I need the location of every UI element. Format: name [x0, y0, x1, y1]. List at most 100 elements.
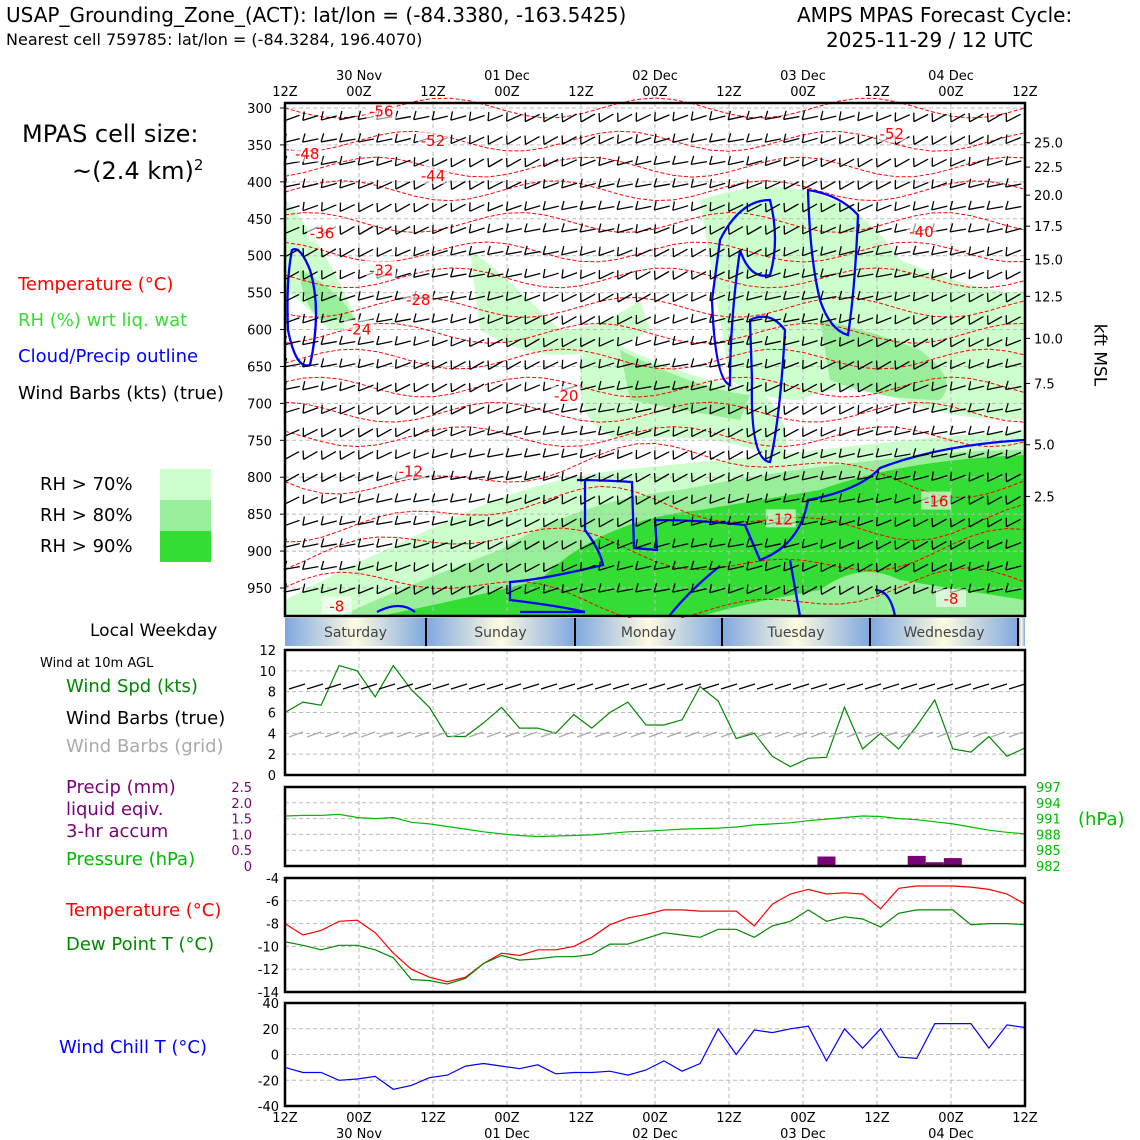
wind-barb-flag	[931, 517, 934, 527]
wind-barb	[524, 403, 541, 414]
wind-barb-shaft	[894, 407, 911, 414]
wind-barb-flag	[302, 133, 306, 143]
wind-barb-flag	[339, 313, 343, 323]
wind-barb-shaft	[488, 383, 503, 393]
wind-barb-shaft	[487, 430, 504, 436]
pressure-tick-label: 500	[247, 250, 272, 265]
wind-barb-flag	[968, 425, 972, 435]
wind-barb	[394, 156, 411, 167]
wind-barb-flag	[339, 404, 342, 414]
wind-barb	[764, 493, 781, 503]
wind-barb	[950, 292, 966, 303]
wind-barb-grid	[792, 731, 808, 738]
wind-barb-flag	[413, 313, 417, 323]
wind-barb	[561, 200, 578, 211]
wind-barb	[746, 515, 763, 526]
wind-barb-shaft	[562, 541, 577, 550]
wind-barb-flag	[802, 157, 804, 167]
wind-barb-flag	[450, 448, 454, 458]
wind-barb	[746, 471, 763, 482]
wind-barb-shaft	[839, 361, 855, 370]
wind-barb-shaft	[524, 453, 541, 458]
wind-barb-flag	[746, 405, 749, 415]
wind-barb-shaft	[894, 519, 911, 527]
wind-barb-flag	[968, 337, 971, 347]
wind-barb	[634, 380, 652, 391]
wind-barb	[727, 133, 744, 143]
wind-barb-shaft	[654, 565, 670, 571]
wind-barb-flag	[635, 403, 639, 413]
wind-ytick-label: 6	[268, 707, 276, 722]
wind-barb-shaft	[746, 497, 763, 504]
wind-barb	[764, 156, 781, 167]
wind-barb-flag	[598, 517, 601, 527]
wind-barb-shaft	[654, 248, 670, 258]
wind-barb	[1005, 336, 1022, 347]
wind-barb-flag	[579, 472, 582, 482]
wind-barb-flag	[357, 515, 362, 525]
wind-barb-shaft	[913, 135, 929, 146]
wind-barb-flag	[616, 539, 619, 549]
wind-barb-shaft	[913, 316, 929, 325]
wind-barb-shaft	[321, 587, 337, 594]
wind-barb-flag	[949, 471, 953, 481]
wind-barb	[654, 495, 670, 505]
wind-barb-flag	[654, 450, 656, 460]
wind-barb-flag	[875, 404, 878, 414]
wind-barb-flag	[672, 292, 675, 302]
wind-barb-flag	[524, 403, 528, 413]
wind-barb	[1005, 449, 1022, 460]
wind-barb-flag	[949, 269, 953, 279]
wind-barb-shaft	[802, 249, 818, 257]
wind-barb	[339, 358, 356, 368]
wind-barb-shaft	[783, 318, 800, 323]
wind-barb	[413, 515, 430, 526]
wind-barb-flag	[1005, 336, 1008, 346]
wind-barb	[468, 157, 485, 168]
wind-barb-shaft	[395, 542, 411, 549]
wind-barb	[579, 269, 596, 280]
wind-barb-flag	[986, 495, 989, 505]
wind-barb-shaft	[376, 451, 393, 460]
wind-barb-flag	[691, 292, 693, 302]
wind-barb-shaft	[321, 115, 337, 121]
wind-barb-flag	[894, 404, 897, 414]
wind-barb-shaft	[820, 475, 837, 481]
temp-label-bg-15	[936, 589, 966, 608]
wind-barb-flag	[820, 202, 823, 212]
wind-barb-flag	[968, 246, 972, 256]
pressure-tick-label: 650	[247, 360, 272, 375]
wind-barb	[672, 178, 689, 188]
wind-barb-grid	[594, 731, 610, 738]
wind-barb-flag	[302, 178, 306, 188]
wind-barb	[931, 268, 948, 279]
wind-barb-flag	[709, 155, 713, 165]
wind-barb-shaft	[858, 158, 873, 168]
wind-barb-flag	[1005, 561, 1009, 571]
wind-barb-shaft	[506, 541, 522, 550]
wind-barb-flag	[450, 313, 454, 323]
temp-ytick-label: -8	[266, 918, 279, 933]
wind-barb	[783, 471, 800, 481]
wind-barb	[524, 382, 541, 392]
wind-barb-flag	[875, 291, 879, 301]
wind-barb-shaft	[710, 428, 725, 438]
wind-barb-shaft	[543, 113, 559, 123]
wind-barb-flag	[856, 268, 861, 278]
wind-barb-shaft	[598, 541, 615, 550]
wind-barb-shaft	[321, 248, 337, 258]
wind-barb-flag	[598, 269, 601, 279]
wind-barb-flag	[690, 155, 695, 165]
wind-barb-flag	[894, 268, 898, 278]
wind-barb	[524, 584, 541, 595]
wind-barb-grid	[756, 731, 772, 738]
wind-barb	[801, 268, 818, 278]
wind-barb	[912, 382, 929, 392]
chill-ytick-label: 40	[262, 997, 279, 1012]
wind-barb-shaft	[376, 181, 393, 190]
wind-barb-flag	[838, 337, 841, 347]
wind-barb	[672, 224, 689, 235]
wind-barb	[561, 562, 578, 572]
wind-barb-shaft	[358, 160, 374, 166]
wind-barb-shaft	[858, 338, 873, 348]
